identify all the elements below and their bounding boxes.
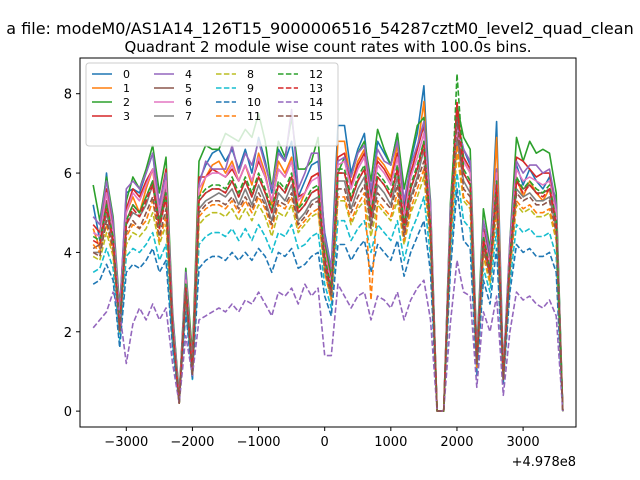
figure-suptitle: a file: modeM0/AS1A14_126T15_9000006516_… xyxy=(6,19,633,39)
legend-label-0: 0 xyxy=(123,68,130,81)
x-tick-label: 3000 xyxy=(507,435,540,450)
x-tick-label: −2000 xyxy=(170,435,214,450)
chart-title: Quadrant 2 module wise count rates with … xyxy=(124,38,531,56)
series-line-14 xyxy=(92,259,564,412)
legend-label-5: 5 xyxy=(185,82,192,95)
series-line-11 xyxy=(92,144,564,412)
x-tick-label: −3000 xyxy=(104,435,148,450)
legend-label-6: 6 xyxy=(185,96,192,109)
axes-layer: −3000 −2000 −1000 0 1000 2000 3000 0 2 4 6 8 xyxy=(64,88,540,450)
legend-label-13: 13 xyxy=(309,82,323,95)
x-tick-label: 2000 xyxy=(440,435,473,450)
y-tick-label: 0 xyxy=(64,405,72,420)
legend-label-11: 11 xyxy=(247,110,261,123)
legend-label-1: 1 xyxy=(123,82,130,95)
series-line-15 xyxy=(92,116,564,412)
plot-frame xyxy=(79,57,577,428)
legend-label-14: 14 xyxy=(309,96,323,109)
legend-label-4: 4 xyxy=(185,68,192,81)
x-tick-label: 1000 xyxy=(374,435,407,450)
legend-label-7: 7 xyxy=(185,110,192,123)
x-tick-label: −1000 xyxy=(237,435,281,450)
legend-label-12: 12 xyxy=(309,68,323,81)
legend-label-10: 10 xyxy=(247,96,261,109)
series-layer xyxy=(92,73,564,412)
legend-label-9: 9 xyxy=(247,82,254,95)
legend-label-8: 8 xyxy=(247,68,254,81)
x-offset-label: +4.978e8 xyxy=(512,455,576,470)
y-tick-label: 6 xyxy=(64,167,72,182)
y-tick-label: 4 xyxy=(64,246,72,261)
y-tick-label: 8 xyxy=(64,88,72,103)
y-tick-label: 2 xyxy=(64,326,72,341)
series-line-13 xyxy=(92,100,564,412)
x-tick-label: 0 xyxy=(321,435,329,450)
legend-box xyxy=(85,62,339,147)
legend-label-15: 15 xyxy=(309,110,323,123)
legend-label-3: 3 xyxy=(123,110,130,123)
series-line-10 xyxy=(92,188,564,412)
legend-label-2: 2 xyxy=(123,96,130,109)
